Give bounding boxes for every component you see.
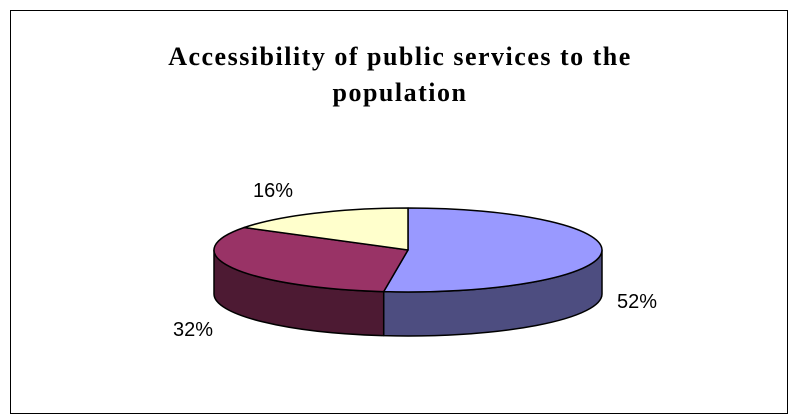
chart-title-line-1: Accessibility of public services to the (168, 42, 632, 71)
pie-slice-1 (382, 207, 603, 293)
pie-data-label-1: 52% (617, 291, 657, 313)
pie-data-label-3: 16% (253, 180, 293, 202)
pie-slice-3 (243, 207, 409, 251)
pie-data-label-2: 32% (173, 319, 213, 341)
chart-title-line-2: population (332, 78, 468, 107)
chart-title: Accessibility of public services to the … (11, 39, 789, 111)
